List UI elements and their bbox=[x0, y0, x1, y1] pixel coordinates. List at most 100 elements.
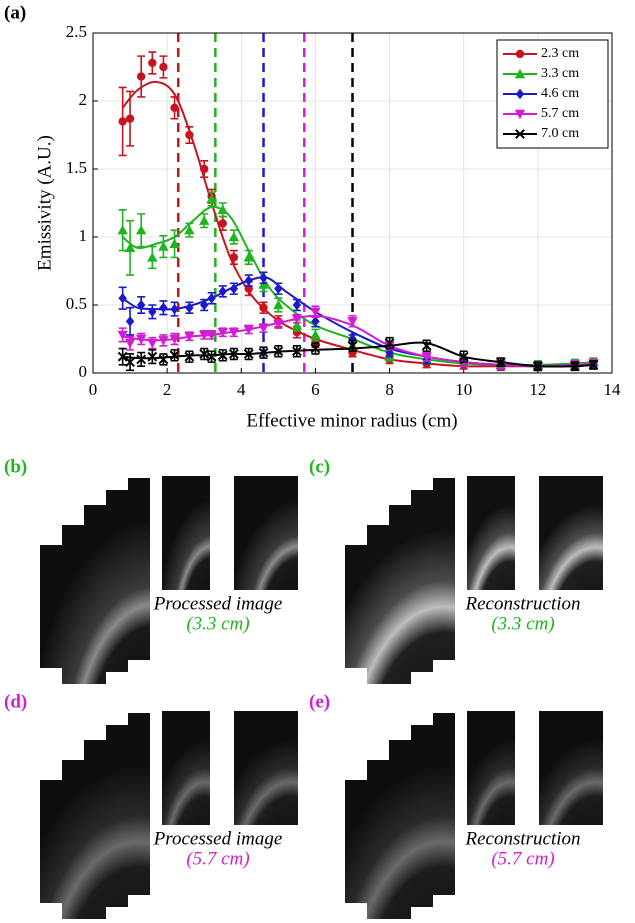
marker bbox=[206, 351, 217, 362]
panel-label: (c) bbox=[309, 456, 330, 477]
marker bbox=[207, 293, 216, 304]
marker bbox=[169, 238, 180, 248]
x-tick-label: 10 bbox=[455, 380, 472, 399]
marker bbox=[135, 334, 147, 345]
y-tick-label: 0 bbox=[79, 362, 88, 381]
camera-image bbox=[539, 476, 603, 590]
legend-marker bbox=[514, 109, 526, 120]
marker bbox=[532, 361, 543, 372]
marker bbox=[117, 225, 128, 235]
marker bbox=[311, 316, 320, 327]
marker bbox=[243, 325, 254, 335]
legend-marker bbox=[514, 68, 526, 79]
marker bbox=[291, 320, 303, 330]
camera-image bbox=[467, 711, 515, 825]
marker bbox=[348, 333, 357, 345]
legend-label: 7.0 cm bbox=[541, 126, 579, 141]
marker bbox=[258, 323, 269, 334]
panel-label: (b) bbox=[4, 456, 27, 477]
marker bbox=[136, 354, 147, 365]
y-tick-label: 1 bbox=[79, 226, 88, 245]
x-tick-label: 8 bbox=[385, 380, 394, 399]
y-tick-label: 2 bbox=[79, 90, 88, 109]
marker bbox=[170, 303, 179, 315]
x-tick-label: 14 bbox=[604, 380, 622, 399]
marker bbox=[347, 340, 358, 351]
marker bbox=[169, 350, 180, 361]
marker bbox=[217, 328, 228, 338]
legend-label: 4.6 cm bbox=[541, 86, 579, 101]
panel-label: (a) bbox=[4, 2, 26, 23]
legend: 2.3 cm 3.3 cm 4.6 cm 5.7 cm 7.0 cm bbox=[496, 39, 609, 149]
marker bbox=[147, 351, 158, 362]
panel-label: (d) bbox=[4, 691, 27, 712]
marker bbox=[291, 314, 303, 324]
marker bbox=[310, 307, 321, 317]
marker bbox=[217, 204, 228, 214]
marker bbox=[125, 316, 135, 327]
marker bbox=[421, 340, 432, 351]
marker bbox=[310, 329, 321, 340]
marker bbox=[258, 279, 269, 289]
y-tick-label: 0.5 bbox=[66, 294, 87, 313]
marker bbox=[118, 293, 127, 304]
marker bbox=[243, 252, 254, 262]
x-axis-label: Effective minor radius (cm) bbox=[246, 410, 457, 431]
legend-label: 2.3 cm bbox=[541, 46, 579, 61]
marker bbox=[158, 354, 169, 365]
marker bbox=[421, 352, 432, 362]
legend-marker bbox=[515, 88, 525, 100]
x-tick-label: 2 bbox=[163, 380, 172, 399]
caption-distance: (5.7 cm) bbox=[186, 848, 249, 869]
marker bbox=[125, 114, 135, 123]
panel-label: (e) bbox=[309, 691, 330, 712]
marker bbox=[158, 336, 169, 346]
marker bbox=[117, 330, 128, 341]
marker bbox=[218, 219, 227, 228]
marker bbox=[228, 328, 240, 338]
marker bbox=[273, 319, 284, 330]
marker bbox=[170, 103, 179, 113]
y-tick-label: 2.5 bbox=[66, 22, 87, 41]
marker bbox=[384, 338, 395, 348]
camera-image bbox=[40, 478, 150, 684]
marker bbox=[147, 252, 158, 262]
camera-image bbox=[234, 711, 298, 825]
caption-distance: (5.7 cm) bbox=[491, 848, 554, 869]
caption-distance: (3.3 cm) bbox=[186, 613, 249, 634]
marker bbox=[159, 62, 168, 72]
marker bbox=[159, 302, 168, 313]
x-tick-label: 12 bbox=[529, 380, 546, 399]
caption-distance: (3.3 cm) bbox=[491, 613, 554, 634]
caption: Reconstruction bbox=[464, 828, 580, 849]
marker bbox=[184, 332, 195, 342]
marker bbox=[184, 225, 195, 235]
camera-image bbox=[539, 711, 603, 825]
y-axis-label: Emissivity (A.U.) bbox=[34, 135, 55, 271]
camera-image bbox=[345, 713, 455, 919]
marker bbox=[206, 193, 217, 204]
marker bbox=[217, 350, 228, 361]
marker bbox=[588, 359, 599, 370]
marker bbox=[273, 299, 284, 310]
legend-marker bbox=[515, 49, 525, 59]
marker bbox=[291, 346, 302, 357]
marker bbox=[124, 338, 136, 349]
marker bbox=[259, 303, 268, 312]
marker bbox=[135, 225, 147, 235]
camera-image bbox=[162, 476, 210, 590]
marker bbox=[136, 72, 146, 81]
legend-marker bbox=[515, 129, 525, 139]
marker bbox=[258, 347, 269, 358]
marker bbox=[199, 330, 210, 341]
marker bbox=[184, 351, 195, 362]
marker bbox=[200, 299, 209, 311]
image-panels: (b)Processed image(3.3 cm)(c)Reconstruct… bbox=[4, 456, 603, 919]
marker bbox=[169, 334, 180, 345]
marker bbox=[117, 351, 128, 362]
marker bbox=[243, 349, 254, 359]
marker bbox=[148, 306, 157, 317]
marker bbox=[148, 58, 157, 68]
marker bbox=[229, 253, 239, 262]
